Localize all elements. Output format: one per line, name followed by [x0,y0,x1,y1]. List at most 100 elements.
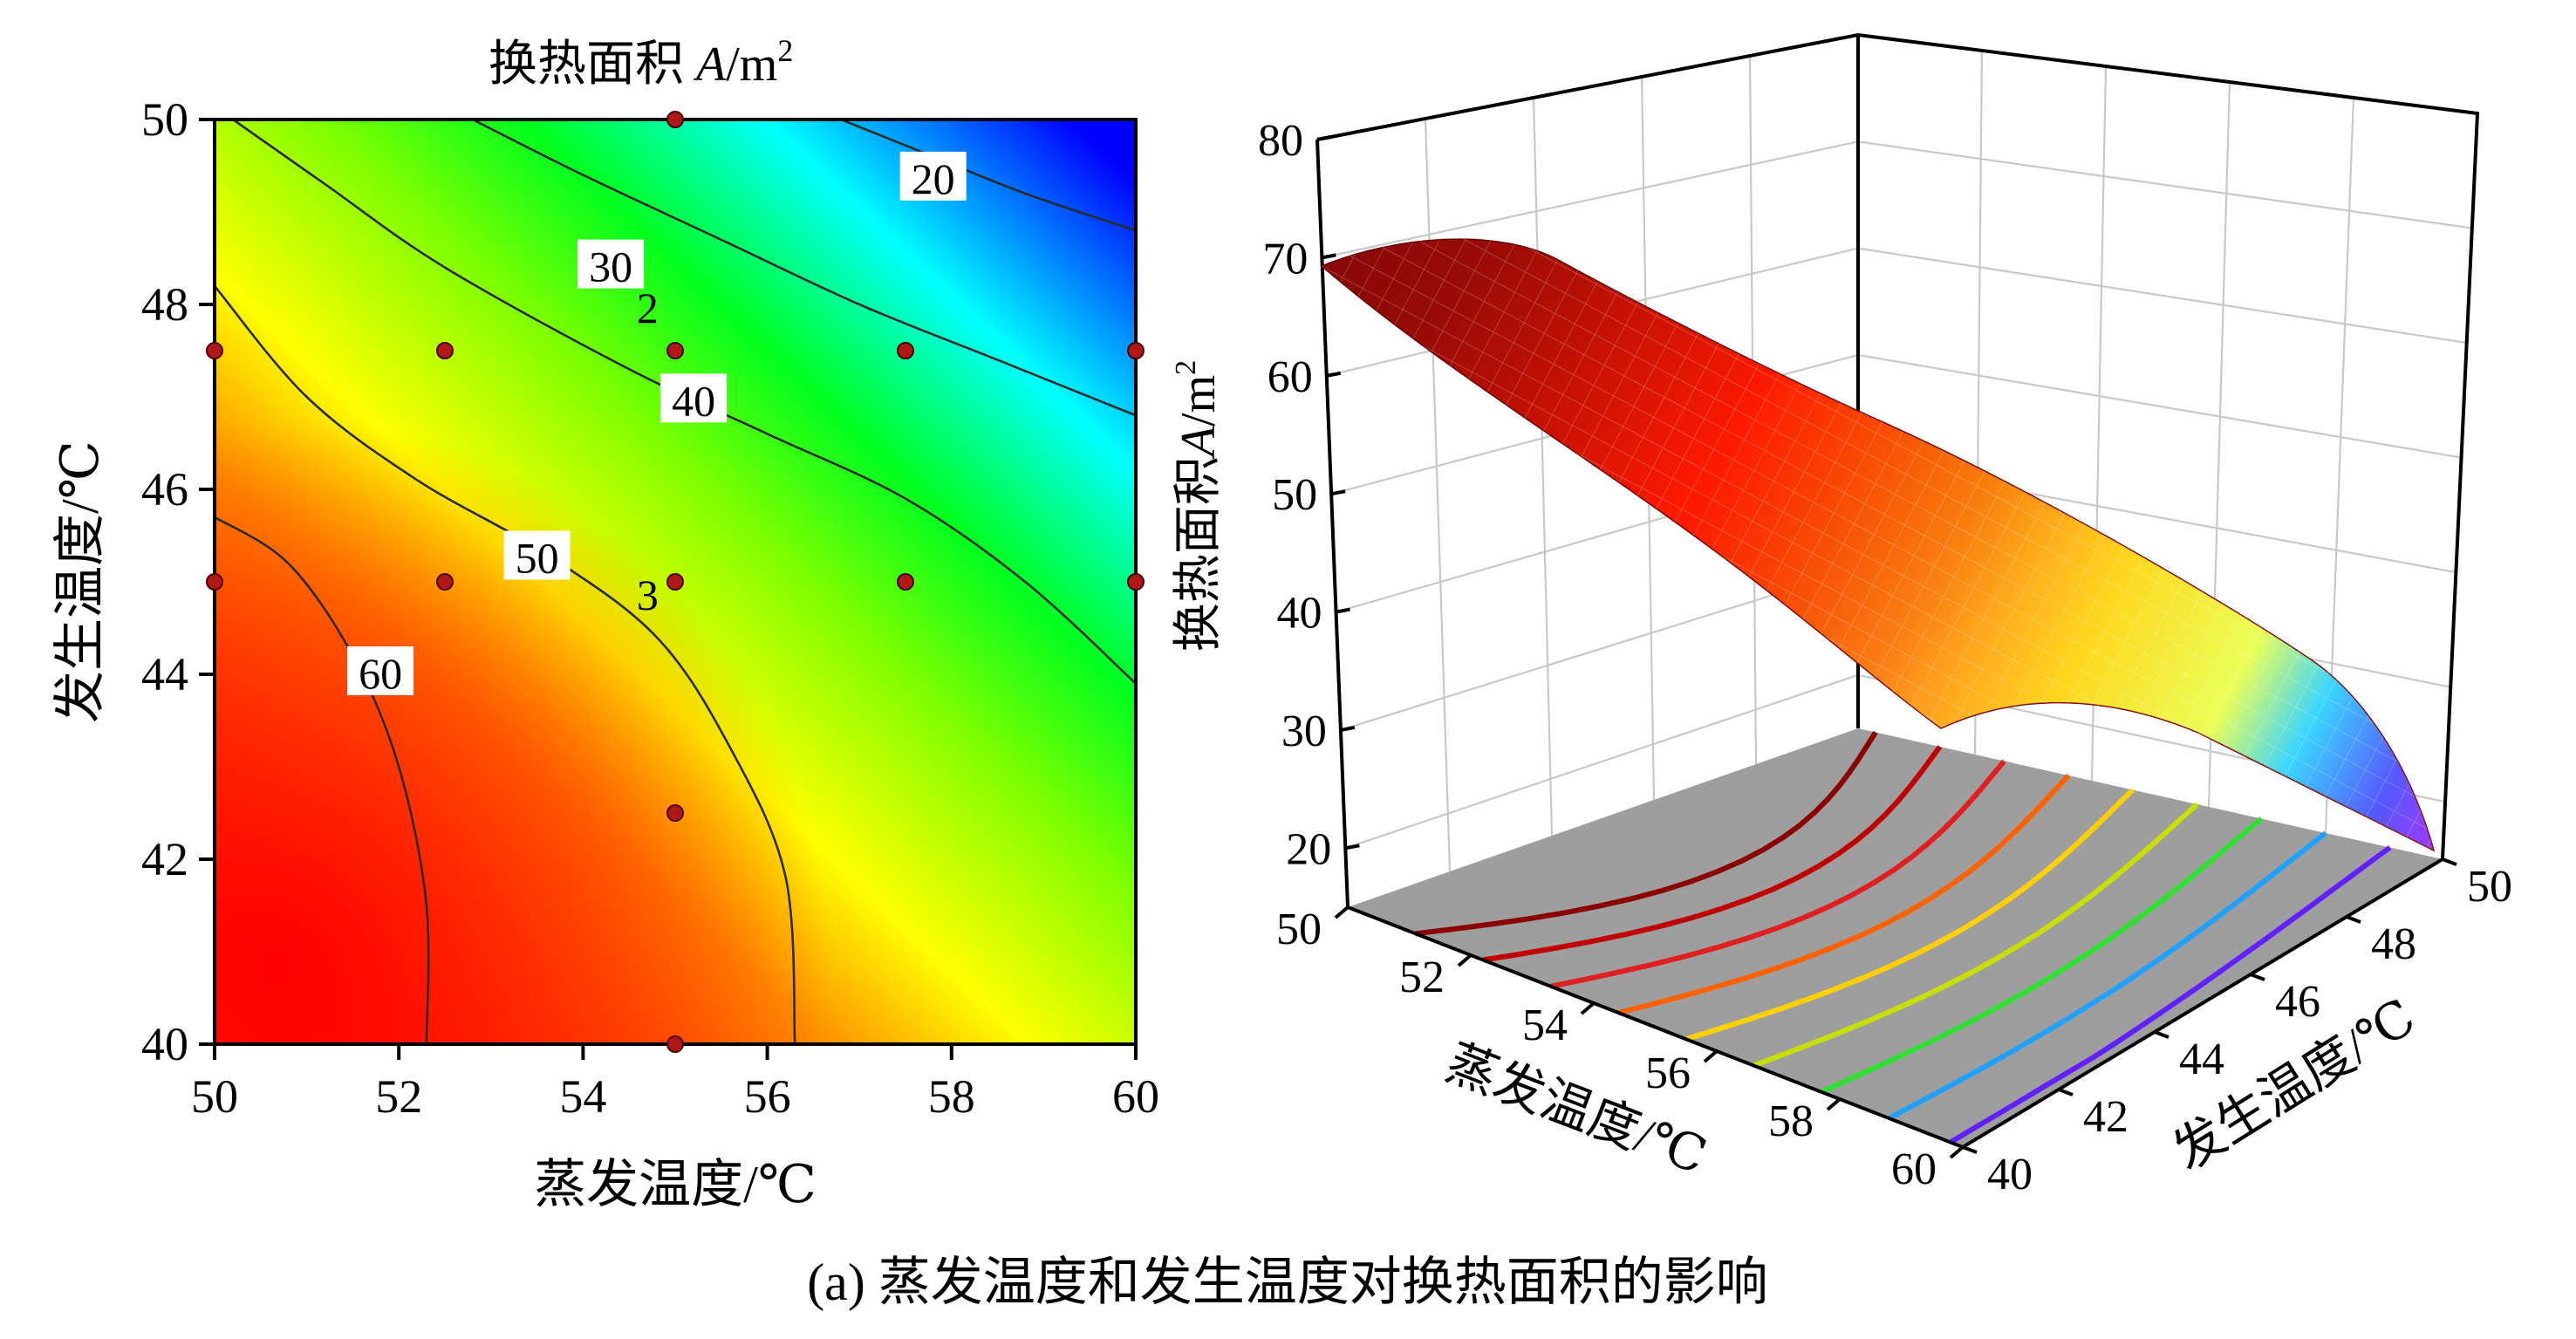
z-tick-mark [1344,844,1360,851]
wall-grid-line [1857,247,2467,345]
response-surface [1320,238,2436,852]
design-point [206,342,223,359]
x-tick-label: 56 [744,1070,791,1123]
surface-3d-chart: 20 30 40 50 60 70 80 50 52 54 56 58 60 40 42 44 46 48 50… [1170,32,2512,1199]
contour-label-bg [577,239,645,289]
x3-tick-mark [1580,1001,1595,1015]
surface-mesh [1322,239,2434,851]
contour-label-bg [660,373,728,423]
design-point [897,573,914,591]
design-point [436,573,454,591]
y-tick-label: 48 [141,278,188,331]
contour-line-50 [215,284,796,1044]
floor-contour-line [1949,845,2392,1145]
z-axis-label: 换热面积A/m2 [1170,360,1226,652]
z-tick-label: 20 [1286,824,1331,874]
y3-tick-mark [2346,915,2361,924]
design-point [666,804,684,822]
z-tick-mark [1326,371,1342,378]
z-tick-mark [1340,725,1356,732]
x3-tick-mark [1703,1049,1718,1063]
x-tick-label: 50 [191,1070,238,1123]
wall-grid-line [1344,673,1859,850]
design-point [666,111,684,128]
design-point-label: 3 [637,570,659,619]
y-tick-label: 46 [141,463,188,516]
design-point [666,1035,684,1053]
design-point [1127,573,1145,591]
y3-tick-mark [2154,1030,2169,1039]
z-tick-label: 80 [1258,116,1303,166]
wall-grid-line [1857,353,2462,459]
y-axis-3d: 40 42 44 46 48 50 [1962,857,2512,1199]
figure-caption: (a) 蒸发温度和发生温度对换热面积的影响 [807,1254,1768,1311]
y3-tick-mark [1962,1145,1978,1154]
y3-tick-label: 48 [2371,919,2416,969]
x-axis-3d: 50 52 54 56 58 60 [1276,905,1964,1194]
floor-contour-line [1820,816,2264,1095]
y3-tick-mark [2058,1088,2074,1096]
z-tick-mark [1322,253,1336,260]
z-tick-label: 70 [1262,234,1308,284]
z-tick-label: 60 [1268,352,1313,402]
x3-tick-label: 52 [1399,953,1445,1002]
design-point [436,342,454,359]
axis-frame-front [1315,139,2444,1150]
wall-grid-line [1322,140,1859,259]
x-tick-label: 58 [928,1070,975,1123]
x-tick-label: 54 [559,1070,606,1123]
x3-tick-label: 58 [1768,1096,1814,1146]
floor-contour-line [1482,745,1943,963]
z-tick-label: 30 [1281,707,1327,756]
contour-line-20 [840,120,1136,232]
x-axis: 50 52 54 56 58 60 [191,1044,1159,1123]
contour-label-20: 20 [912,154,955,203]
contour-label-bg [347,646,414,695]
x-tick-label: 60 [1112,1070,1159,1123]
floor-contour-line [1753,802,2199,1069]
wall-grid-line [1532,97,1554,837]
x3-tick-mark [1334,905,1349,919]
design-point [1127,342,1145,359]
x3-tick-label: 50 [1276,905,1322,954]
floor-contour-line [1550,759,2006,989]
contour-line-60 [215,516,430,1044]
y-axis-label: 发生温度/℃ [51,441,109,723]
y3-tick-label: 50 [2467,862,2512,912]
axis-frame-top [1316,32,2480,860]
z-tick-mark [1316,135,1332,141]
design-point [666,342,684,359]
floor-contour-line [1415,730,1878,937]
z-tick-mark [1330,489,1346,496]
contour-labels: 20 30 40 50 60 [347,151,967,698]
x3-tick-mark [1457,953,1472,967]
y-tick-label: 44 [141,648,188,700]
contour-line-30 [472,120,1136,417]
z-tick-label: 50 [1272,470,1317,520]
design-point [897,342,914,359]
x3-tick-label: 54 [1522,1001,1568,1050]
y-tick-label: 42 [141,833,188,885]
floor-contours [1415,730,2392,1145]
y-tick-label: 40 [141,1018,188,1070]
contour-label-bg [503,530,571,580]
y3-tick-mark [2442,857,2457,866]
wall-grid-line [1857,140,2472,229]
y3-tick-mark [2250,973,2265,981]
floor-contour-line [1684,788,2135,1042]
contour-label-60: 60 [359,649,402,698]
x3-tick-mark [1826,1097,1841,1111]
contour-label-bg [899,151,967,201]
floor-contour-line [1617,773,2071,1015]
y-tick-label: 50 [141,93,188,146]
design-point-label: 2 [637,284,659,332]
design-point [206,573,223,591]
y3-tick-label: 42 [2083,1092,2128,1142]
x-axis-label: 蒸发温度/℃ [534,1156,817,1213]
y3-tick-label: 40 [1987,1150,2033,1199]
z-tick-mark [1336,607,1350,614]
design-points [206,111,1145,1053]
z-axis: 20 30 40 50 60 70 80 [1258,116,1360,874]
